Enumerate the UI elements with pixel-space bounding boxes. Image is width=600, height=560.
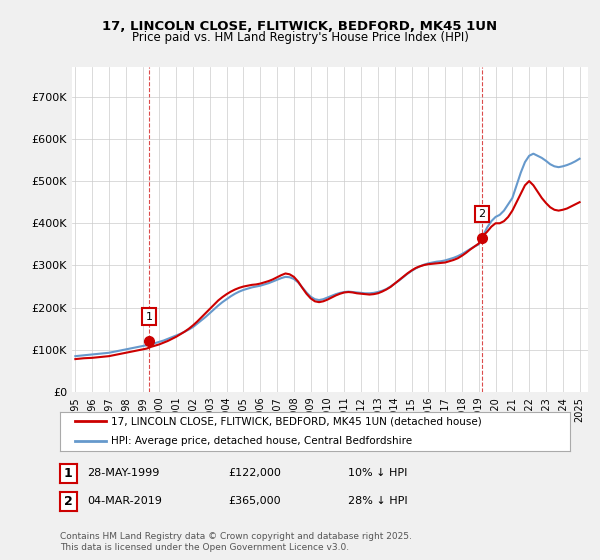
Text: 17, LINCOLN CLOSE, FLITWICK, BEDFORD, MK45 1UN: 17, LINCOLN CLOSE, FLITWICK, BEDFORD, MK… [103,20,497,32]
Text: 04-MAR-2019: 04-MAR-2019 [87,496,162,506]
Text: 28-MAY-1999: 28-MAY-1999 [87,468,160,478]
Text: HPI: Average price, detached house, Central Bedfordshire: HPI: Average price, detached house, Cent… [111,436,412,446]
Text: Price paid vs. HM Land Registry's House Price Index (HPI): Price paid vs. HM Land Registry's House … [131,31,469,44]
Text: 17, LINCOLN CLOSE, FLITWICK, BEDFORD, MK45 1UN (detached house): 17, LINCOLN CLOSE, FLITWICK, BEDFORD, MK… [111,417,482,426]
Text: £365,000: £365,000 [228,496,281,506]
Text: 2: 2 [478,209,485,219]
Text: 10% ↓ HPI: 10% ↓ HPI [348,468,407,478]
Text: 1: 1 [146,311,153,321]
Text: 28% ↓ HPI: 28% ↓ HPI [348,496,407,506]
Text: £122,000: £122,000 [228,468,281,478]
Text: 1: 1 [64,467,73,480]
Text: 2: 2 [64,495,73,508]
Text: Contains HM Land Registry data © Crown copyright and database right 2025.
This d: Contains HM Land Registry data © Crown c… [60,532,412,552]
